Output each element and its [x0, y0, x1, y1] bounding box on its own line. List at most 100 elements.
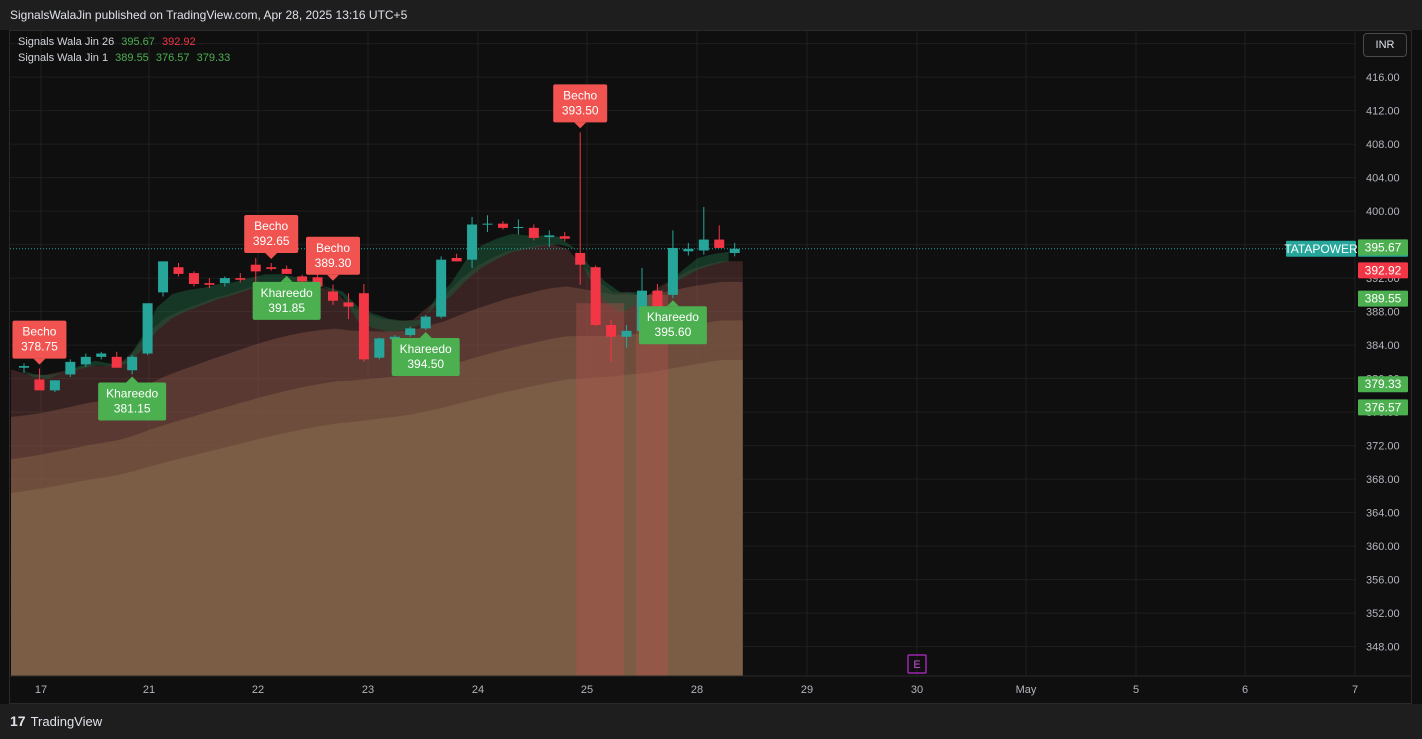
- indicator-value-label: 395.67: [1365, 240, 1402, 254]
- candle-body: [467, 224, 478, 260]
- candle-body: [606, 325, 617, 337]
- time-tick-label: 29: [801, 684, 813, 696]
- publisher-line: SignalsWalaJin published on TradingView.…: [10, 8, 408, 22]
- price-tick-label: 348.00: [1366, 642, 1400, 654]
- candle-body: [513, 227, 524, 229]
- earnings-marker: [907, 654, 927, 674]
- earnings-marker-label: E: [913, 659, 920, 671]
- signal-pointer: [327, 274, 339, 281]
- indicator-value-tag: [1358, 290, 1408, 307]
- legend-line-2[interactable]: Signals Wala Jin 1 389.55 376.57 379.33: [18, 52, 234, 64]
- signal-pointer: [280, 275, 293, 282]
- time-tick-label: 21: [143, 684, 155, 696]
- signal-price: 395.60: [655, 325, 692, 339]
- indicator-value-tag: [1358, 376, 1408, 393]
- symbol-tag: [1286, 240, 1356, 257]
- candle-body: [389, 336, 400, 340]
- candle-body: [127, 356, 138, 371]
- price-tick-label: 372.00: [1366, 441, 1400, 453]
- price-tick-label: 408.00: [1366, 139, 1400, 151]
- legend-indicator-name: Signals Wala Jin 26: [18, 36, 115, 48]
- signal-label: Becho: [254, 219, 288, 233]
- candle-body: [111, 356, 122, 368]
- price-axis: [1356, 31, 1411, 676]
- candle-body: [142, 303, 153, 354]
- candle-body: [405, 328, 416, 336]
- legend-value: 376.57: [155, 52, 190, 64]
- signal-pointer: [666, 300, 679, 307]
- candle-body: [714, 239, 725, 248]
- signal-label: Becho: [316, 241, 350, 255]
- candle-body: [235, 278, 246, 280]
- time-tick-label: 22: [252, 684, 264, 696]
- price-tick-label: 388.00: [1366, 307, 1400, 319]
- candle-body: [667, 247, 678, 295]
- candle-body: [482, 223, 493, 225]
- price-tick-label: 360.00: [1366, 541, 1400, 553]
- signal-price: 393.50: [562, 103, 599, 117]
- candle-body: [621, 330, 632, 337]
- candle-body: [19, 366, 29, 368]
- signal-pointer: [574, 122, 587, 129]
- chart-frame[interactable]: [9, 30, 1412, 704]
- signal-label: Khareedo: [647, 310, 699, 324]
- symbol-label: TATAPOWER: [1284, 242, 1358, 256]
- header-bar: SignalsWalaJin published on TradingView.…: [0, 0, 1422, 30]
- legend-value: 392.92: [161, 36, 196, 48]
- legend-value: 379.33: [196, 52, 231, 64]
- signal-box: [553, 84, 608, 123]
- signal-label: Becho: [563, 88, 597, 102]
- footer-bar: [0, 704, 1422, 739]
- price-tick-label: 364.00: [1366, 508, 1400, 520]
- candle-body: [343, 302, 354, 307]
- candle-body: [544, 235, 555, 238]
- indicator-band-mid: [11, 320, 743, 676]
- indicator-value-tag: [1358, 262, 1408, 279]
- signal-box: [98, 382, 167, 421]
- candle-body: [34, 379, 45, 391]
- candle-body: [590, 267, 601, 326]
- currency-button[interactable]: INR: [1363, 33, 1407, 57]
- time-tick-label: 5: [1133, 684, 1139, 696]
- price-tick-label: 416.00: [1366, 72, 1400, 84]
- price-tick-label: 384.00: [1366, 340, 1400, 352]
- indicator-value-label: 392.92: [1365, 263, 1402, 277]
- candle-body: [358, 293, 369, 360]
- candle-body: [575, 252, 586, 265]
- indicator-value-tag: [1358, 239, 1408, 256]
- signal-zone: [576, 303, 625, 676]
- time-tick-label: 28: [691, 684, 703, 696]
- signal-price: 378.75: [21, 340, 58, 354]
- price-tick-label: 404.00: [1366, 173, 1400, 185]
- time-tick-label: May: [1016, 684, 1037, 696]
- signal-pointer: [419, 332, 432, 339]
- indicator-value-label: 376.57: [1365, 400, 1402, 414]
- signal-price: 394.50: [407, 357, 444, 371]
- indicator-value-tag: [1358, 399, 1408, 416]
- candle-body: [312, 277, 323, 287]
- candle-body: [281, 268, 292, 274]
- signal-box: [244, 215, 299, 254]
- candle-body: [374, 338, 385, 358]
- legend-value: 395.67: [121, 36, 155, 48]
- candle-body: [436, 259, 447, 317]
- candle-body: [497, 223, 508, 228]
- candle-body: [188, 273, 199, 284]
- signal-label: Becho: [22, 325, 56, 339]
- signal-price: 392.65: [253, 234, 290, 248]
- price-tick-label: 368.00: [1366, 474, 1400, 486]
- candle-body: [80, 356, 91, 365]
- time-tick-label: 24: [472, 684, 484, 696]
- time-tick-label: 17: [35, 684, 47, 696]
- legend-line-1[interactable]: Signals Wala Jin 26 395.67 392.92: [18, 36, 200, 48]
- legend-value: 389.55: [115, 52, 149, 64]
- tradingview-logo[interactable]: 17 TradingView: [10, 713, 102, 729]
- signal-price: 381.15: [114, 401, 151, 415]
- price-tick-label: 412.00: [1366, 106, 1400, 118]
